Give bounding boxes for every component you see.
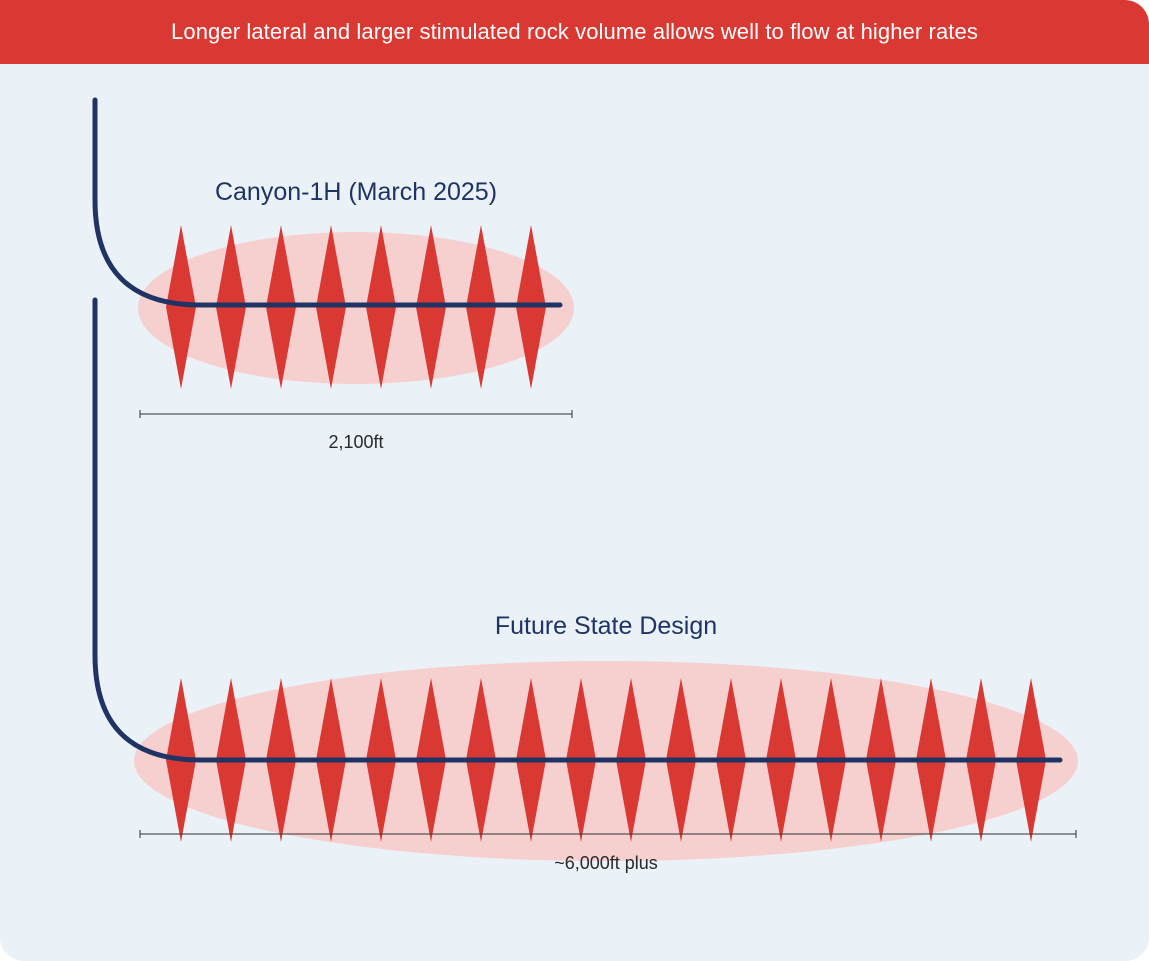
canyon-title: Canyon-1H (March 2025): [215, 178, 497, 206]
future-length-label: ~6,000ft plus: [554, 853, 658, 873]
canyon-srv-ellipse: [138, 232, 574, 384]
future-wellbore: [92, 297, 1063, 763]
header-title: Longer lateral and larger stimulated roc…: [171, 19, 978, 44]
canyon-dimension-line: [139, 410, 573, 418]
canyon-wellbore: [92, 97, 563, 308]
future-title: Future State Design: [495, 612, 717, 640]
header-banner: Longer lateral and larger stimulated roc…: [0, 0, 1149, 64]
canyon-fracture-stage: [166, 225, 196, 389]
canyon-length-label: 2,100ft: [328, 432, 383, 452]
canyon-well: Canyon-1H (March 2025) 2,100ft: [92, 97, 574, 452]
future-well: Future State Design ~6,000ft plus: [92, 297, 1078, 873]
future-dimension-line: [139, 830, 1077, 838]
